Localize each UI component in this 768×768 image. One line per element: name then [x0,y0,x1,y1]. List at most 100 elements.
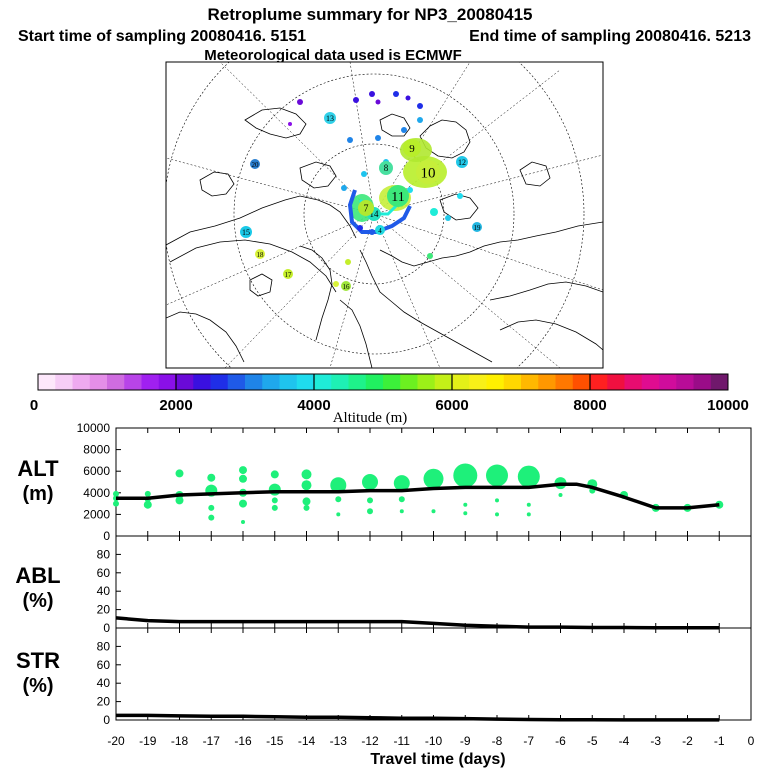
map-marker-16 [341,281,351,291]
abl-ytick-label: 20 [97,603,111,617]
colorbar-cell [158,374,177,390]
x-tick-label: -19 [139,734,157,748]
colorbar-cell [245,374,263,390]
altitude-bubble [526,502,531,507]
map-marker-15 [240,226,252,238]
colorbar-tick-label: 4000 [297,397,330,414]
x-axis: -20 -19 -18 -17 -16 -15 -14 -13 -12 -11 -10 -9 -8 -7-… [107,734,754,748]
end-time-label: End time of sampling 20080416. 5213 [469,28,751,45]
map-marker-label: 4 [378,227,382,235]
map-marker-label: 18 [257,251,265,259]
colorbar-cell [676,374,694,390]
colorbar-cell [624,374,643,390]
map-marker-18 [255,249,265,259]
map-coastlines [166,107,603,368]
colorbar-tick-label: 8000 [573,397,606,414]
x-tick-label: -18 [171,734,189,748]
abl-ytick-label: 40 [97,584,111,598]
map-marker-10 [416,160,440,184]
colorbar-cell [590,374,608,390]
altitude-bubble [113,490,119,497]
x-tick-label: -17 [203,734,221,748]
altitude-bubble [301,469,312,480]
abl-ytick-label: 80 [97,547,111,561]
alt-ytick-label: 10000 [77,421,111,435]
altitude-bubble [399,509,404,514]
x-tick-label: -1 [714,734,725,748]
colorbar-cell [521,374,539,390]
abl-panel-frame [115,535,752,629]
colorbar-cell [227,374,246,390]
colorbar-cell [400,374,418,390]
map-marker-label: 8 [384,163,389,173]
str-panel-frame [115,627,752,721]
altitude-bubble [336,512,341,517]
altitude-bubble [367,497,373,504]
retroplume-map: 20 19 18 17 16 15 14 13 12 11 10 9 8 7 4 [165,61,604,369]
colorbar-tick-label: 0 [30,397,38,414]
colorbar-cell [693,374,712,390]
altitude-bubble [271,497,278,504]
map-marker-17 [283,269,293,279]
altitude-bubble [495,498,499,503]
colorbar-tick-label: 10000 [707,397,749,414]
abl-series-line [115,616,720,630]
colorbar-cell [572,374,591,390]
colorbar-tick-label: 6000 [435,397,468,414]
altitude-bubble [208,504,215,511]
colorbar-cell [486,374,505,390]
colorbar-frame [37,373,729,391]
colorbar-cell [314,374,332,390]
x-tick-label: -14 [298,734,316,748]
x-tick-label: -13 [330,734,348,748]
map-marker-label: 16 [343,283,351,291]
x-tick-label: -8 [492,734,503,748]
altitude-bubble [558,493,563,497]
altitude-bubble [268,483,281,496]
altitude-bubble [241,520,245,524]
colorbar-cell [124,374,142,390]
x-tick-label: -3 [650,734,661,748]
colorbar-cell [469,374,487,390]
str-ytick-label: 80 [97,639,111,653]
alt-panel-unit: (m) [22,483,53,505]
map-marker-label: 12 [458,158,466,167]
altitude-bubble [526,512,531,517]
colorbar-cell [89,374,108,390]
colorbar-cell [434,374,453,390]
x-tick-label: -10 [425,734,443,748]
colorbar-cell [538,374,556,390]
altitude-bubble [335,496,342,503]
x-tick-label: -12 [361,734,379,748]
start-time-label: Start time of sampling 20080416. 5151 [18,28,306,45]
colorbar-cell [452,374,470,390]
altitude-bubble [367,508,373,515]
colorbar-cell [55,374,73,390]
colorbar-cell [348,374,367,390]
str-series-line [116,713,720,722]
altitude-bubble [271,504,278,511]
colorbar: 0 2000 4000 6000 8000 10000 Altitude (m) [30,373,749,426]
x-tick-label: 0 [748,734,755,748]
alt-ytick-label: 0 [103,529,110,543]
abl-ytick-label: 60 [97,566,111,580]
colorbar-axis-label: Altitude (m) [333,410,408,426]
map-marker-20 [250,159,260,169]
altitude-bubble [393,475,410,492]
altitude-bubble [239,499,247,508]
colorbar-cell [38,374,56,390]
alt-ytick-label: 4000 [83,486,110,500]
map-marker-label: 9 [409,143,415,155]
map-marker-8 [379,161,393,175]
map-marker-label: 19 [474,224,482,232]
colorbar-cell [503,374,522,390]
map-marker-12 [456,156,468,168]
altitude-bubble [431,509,436,514]
alt-panel: 0 2000 4000 6000 8000 10000 [77,421,752,543]
map-marker-4 [375,225,385,235]
alt-ytick-label: 8000 [83,443,110,457]
map-marker-7 [358,200,374,216]
x-tick-label: -7 [523,734,534,748]
x-tick-label: -2 [682,734,693,748]
str-ytick-label: 0 [103,713,110,727]
